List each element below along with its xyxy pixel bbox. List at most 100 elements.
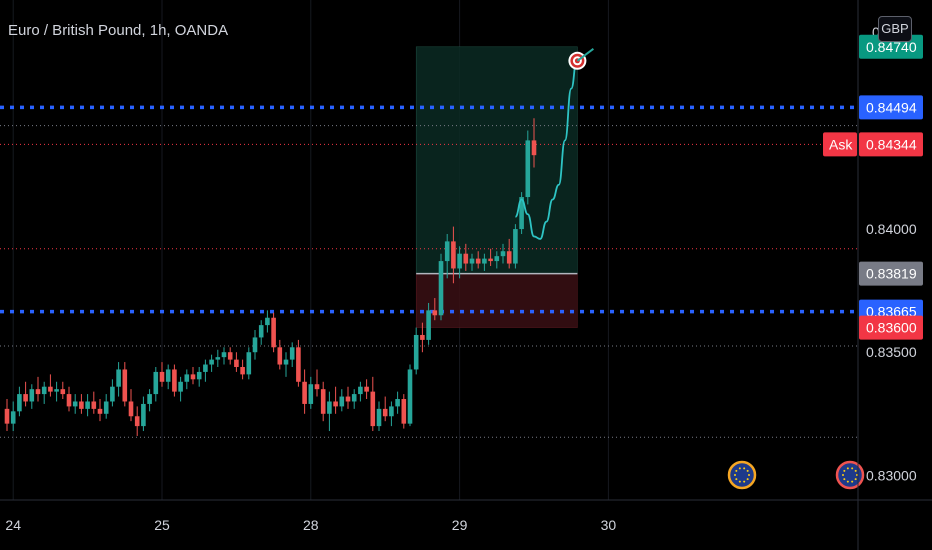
candle-body	[66, 394, 72, 407]
candle-body	[302, 381, 307, 404]
price-tag[interactable]	[859, 315, 923, 340]
candle-body	[513, 229, 518, 264]
flag-star	[746, 469, 749, 472]
candle-body	[153, 371, 159, 395]
target-zone[interactable]	[415, 46, 578, 274]
time-axis-label: 29	[452, 517, 468, 533]
price-axis-label: 0.84000	[866, 221, 917, 237]
candle-body	[234, 359, 239, 367]
candle-body	[376, 408, 382, 427]
candle-body	[91, 401, 97, 409]
candle-body	[314, 384, 320, 390]
candle-body	[128, 401, 134, 417]
candle-body	[271, 317, 276, 348]
flag-star	[748, 474, 750, 476]
candle-body	[531, 140, 537, 156]
candle-body	[227, 352, 233, 360]
projection-curve[interactable]	[514, 53, 579, 240]
candle-body	[54, 389, 59, 392]
candle-body	[240, 366, 245, 375]
candle-body	[60, 389, 66, 395]
candle-body	[519, 197, 524, 230]
candle-body	[141, 403, 146, 427]
flag-star	[746, 478, 749, 481]
flag-star	[846, 480, 849, 483]
candle-body	[401, 399, 407, 424]
flag-star	[843, 478, 846, 481]
ask-tag[interactable]	[823, 132, 857, 157]
candle-body	[221, 352, 227, 358]
ask-tag-label: Ask	[829, 136, 853, 152]
candle-body	[258, 325, 264, 338]
flag-star	[842, 474, 844, 476]
price-tag-value: 0.83600	[866, 320, 917, 336]
price-tag-value: 0.83819	[866, 266, 917, 282]
price-axis-label: 0.83000	[866, 467, 917, 483]
candle-body	[407, 369, 413, 424]
price-tag-value: 0.83665	[866, 304, 917, 320]
flag-star	[851, 467, 854, 470]
eu-flag-event-icon[interactable]	[835, 460, 865, 490]
candle-body	[382, 408, 388, 417]
candle-body	[41, 386, 47, 395]
candle-body	[110, 386, 115, 402]
candle-body	[364, 386, 369, 392]
price-tag[interactable]	[859, 132, 923, 157]
candle-body	[85, 401, 90, 409]
currency-button[interactable]: GBP	[878, 16, 912, 42]
flag-star	[854, 469, 857, 472]
candle-body	[159, 371, 165, 382]
candle-body	[469, 258, 475, 264]
flag-star	[734, 474, 736, 476]
time-axis-label: 25	[154, 517, 170, 533]
candle-body	[116, 369, 121, 387]
candle-body	[333, 401, 338, 407]
candle-body	[320, 389, 326, 414]
candle-body	[134, 416, 140, 427]
price-axis-label: 0	[872, 24, 880, 40]
time-axis-label: 28	[303, 517, 319, 533]
time-axis-label: 30	[601, 517, 617, 533]
price-tag-value: 0.84494	[866, 99, 917, 115]
candle-body	[457, 253, 462, 269]
candle-body	[97, 408, 103, 414]
arrow-icon	[576, 47, 595, 62]
candle-body	[29, 389, 35, 402]
candle-body	[283, 359, 289, 365]
flag-star	[735, 469, 738, 472]
flag-star	[743, 467, 746, 470]
candle-body	[444, 241, 450, 262]
candle-body	[463, 253, 469, 264]
flag-star	[738, 467, 741, 470]
time-axis-label: 24	[5, 517, 21, 533]
candle-body	[48, 386, 53, 392]
candle-body	[172, 369, 177, 392]
candle-body	[190, 374, 196, 380]
candle-body	[10, 411, 16, 424]
candle-body	[451, 241, 456, 269]
flag-star	[735, 478, 738, 481]
candle-body	[215, 357, 221, 360]
candle-body	[438, 261, 444, 316]
candle-body	[196, 371, 202, 380]
candle-body	[327, 401, 332, 414]
candle-body	[339, 396, 345, 407]
candle-body	[79, 401, 84, 409]
candle-body	[289, 347, 295, 360]
candle-body	[277, 347, 283, 365]
candle-body	[395, 399, 400, 407]
candle-body	[203, 364, 208, 372]
price-tag-value: 0.84344	[866, 136, 917, 152]
price-tag-value: 0.84740	[866, 39, 917, 55]
candle-body	[345, 396, 351, 402]
flag-star	[846, 467, 849, 470]
price-tag[interactable]	[859, 95, 923, 120]
candle-body	[265, 317, 270, 326]
price-tag[interactable]	[859, 261, 923, 286]
candle-body	[35, 389, 41, 395]
candle-body	[178, 381, 183, 392]
candle-body	[482, 258, 487, 264]
flag-star	[851, 480, 854, 483]
eu-flag-event-icon[interactable]	[727, 460, 757, 490]
